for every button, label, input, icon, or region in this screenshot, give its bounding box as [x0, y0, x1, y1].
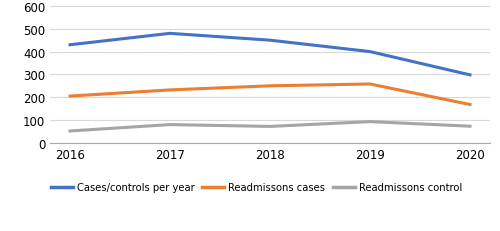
Cases/controls per year [467, 74, 473, 77]
Legend: Cases/controls per year, Readmissons cases, Readmissons control: Cases/controls per year, Readmissons cas… [50, 182, 463, 192]
Readmissons cases [367, 83, 373, 86]
Readmissons control [467, 125, 473, 128]
Cases/controls per year [67, 44, 73, 47]
Readmissons cases [67, 95, 73, 98]
Cases/controls per year [167, 33, 173, 36]
Readmissons control [267, 125, 273, 128]
Line: Readmissons cases: Readmissons cases [70, 85, 470, 105]
Readmissons cases [467, 104, 473, 106]
Line: Cases/controls per year: Cases/controls per year [70, 34, 470, 76]
Readmissons control [367, 121, 373, 124]
Readmissons cases [167, 89, 173, 92]
Readmissons cases [267, 85, 273, 88]
Cases/controls per year [367, 51, 373, 54]
Line: Readmissons control: Readmissons control [70, 122, 470, 131]
Readmissons control [67, 130, 73, 133]
Readmissons control [167, 124, 173, 126]
Cases/controls per year [267, 40, 273, 42]
